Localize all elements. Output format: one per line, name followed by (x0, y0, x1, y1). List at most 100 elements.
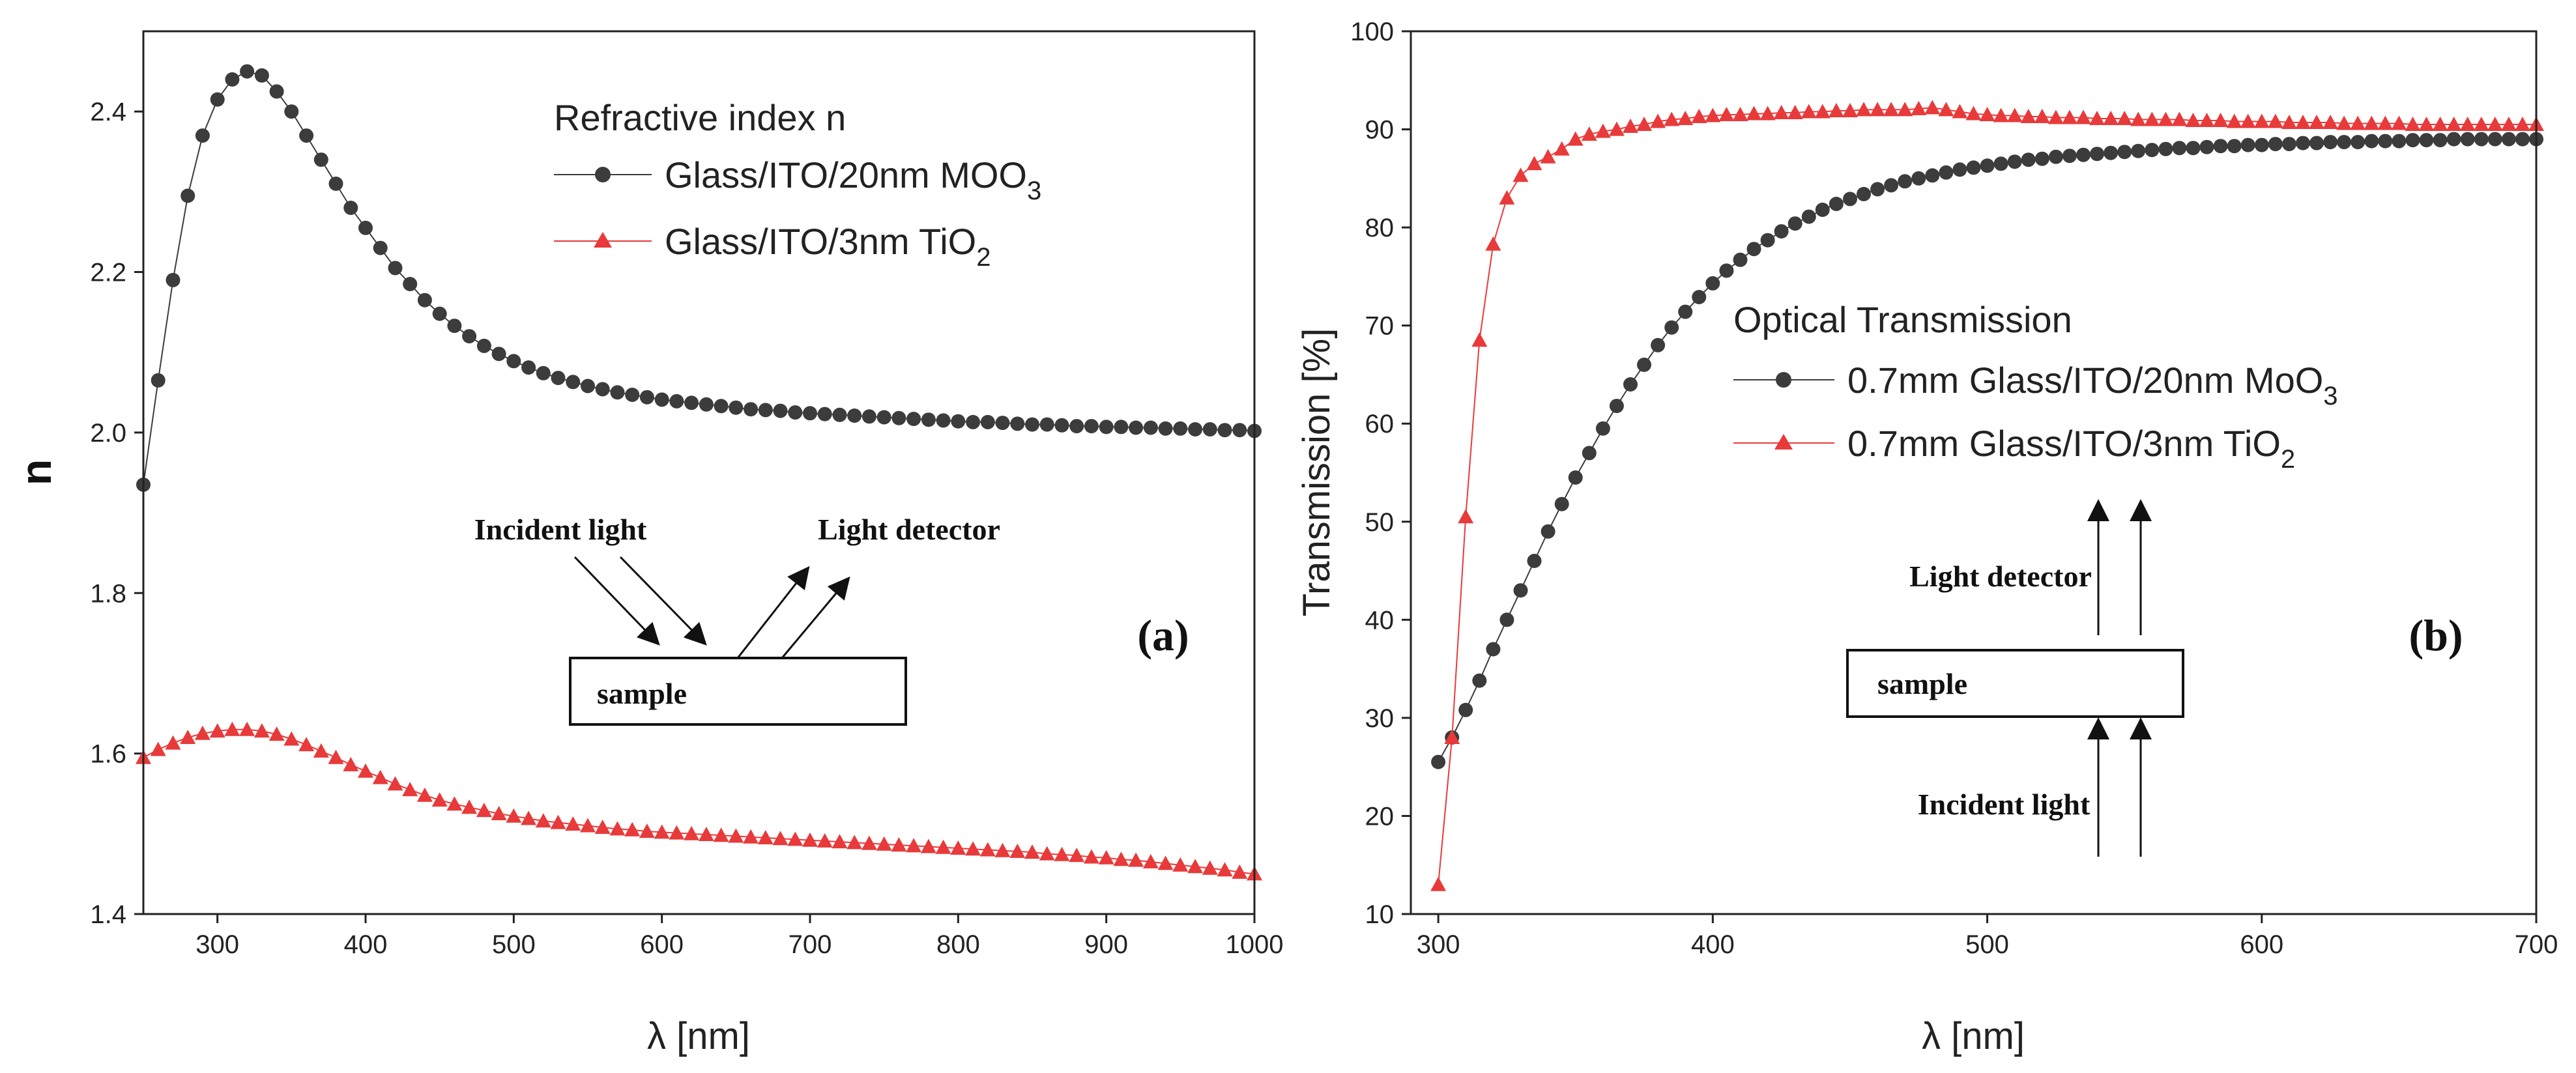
data-point-b-1 (2253, 113, 2270, 128)
y-tick-label-b: 70 (1365, 312, 1395, 341)
data-point-b-1 (2336, 115, 2352, 130)
data-point-a-0 (714, 399, 729, 414)
data-point-a-0 (1158, 421, 1173, 436)
legend-entry-b-1: 0.7mm Glass/ITO/3nm TiO2 (1733, 423, 2295, 474)
data-point-b-0 (2268, 137, 2283, 152)
data-point-b-0 (2007, 154, 2022, 169)
data-point-a-1 (402, 782, 418, 797)
data-point-b-0 (2515, 132, 2530, 147)
data-point-b-0 (1939, 165, 1954, 180)
legend-entry-a-1: Glass/ITO/3nm TiO2 (554, 221, 991, 272)
data-point-a-0 (521, 360, 536, 375)
data-point-b-1 (1540, 149, 1556, 164)
panel-label-b: (b) (2409, 610, 2463, 660)
legend-label-b-1: 0.7mm Glass/ITO/3nm TiO2 (1847, 423, 2295, 474)
data-point-b-0 (2021, 152, 2036, 167)
data-point-b-1 (2089, 111, 2105, 125)
data-point-b-0 (1431, 754, 1446, 769)
data-point-b-1 (1924, 100, 1941, 115)
data-point-b-0 (1857, 186, 1871, 201)
data-point-b-1 (1759, 106, 1776, 121)
plot-frame-a (142, 30, 1256, 915)
panel-label-a: (a) (1137, 610, 1189, 660)
x-axis-label-a: λ [nm] (647, 1015, 750, 1057)
data-point-b-1 (1581, 126, 1597, 141)
data-point-a-1 (1232, 864, 1248, 879)
data-point-a-0 (817, 407, 832, 422)
data-point-a-1 (757, 830, 774, 844)
data-point-a-1 (446, 796, 463, 811)
data-point-b-1 (1691, 109, 1707, 123)
data-point-a-0 (181, 188, 195, 203)
data-point-b-1 (1965, 106, 1982, 121)
data-point-a-0 (462, 329, 477, 344)
series-line-a-0 (143, 70, 1255, 485)
data-point-b-0 (2076, 147, 2091, 162)
data-point-a-0 (684, 395, 699, 410)
data-point-b-0 (1843, 192, 1857, 207)
data-point-a-0 (536, 365, 551, 380)
data-point-b-1 (2117, 111, 2133, 125)
data-point-b-0 (2405, 133, 2420, 148)
data-point-a-1 (1039, 846, 1055, 861)
data-point-b-0 (2337, 135, 2352, 150)
data-point-b-0 (2186, 141, 2201, 156)
data-point-b-0 (1966, 160, 1981, 175)
x-tick-label-b: 300 (1417, 930, 1460, 959)
data-point-a-1 (802, 832, 818, 847)
data-point-b-1 (1664, 111, 1680, 126)
reflected-arrow (736, 565, 810, 659)
y-tick-label-b: 30 (1365, 704, 1395, 733)
data-point-a-1 (224, 721, 240, 736)
data-point-b-0 (1595, 421, 1610, 436)
data-point-b-1 (1883, 102, 1900, 117)
data-point-a-0 (225, 72, 240, 87)
data-point-a-1 (713, 827, 729, 842)
data-point-a-1 (313, 743, 329, 758)
data-point-b-1 (2103, 111, 2119, 125)
inset-detector-label-a: Light detector (818, 513, 1000, 546)
data-point-b-1 (1870, 102, 1886, 117)
y-tick-label-b: 80 (1365, 214, 1395, 242)
data-point-a-1 (298, 737, 315, 752)
data-point-a-1 (1098, 850, 1114, 865)
data-point-a-1 (1113, 851, 1129, 866)
data-point-b-1 (1430, 876, 1447, 891)
data-point-b-1 (2061, 109, 2077, 124)
data-point-b-0 (1815, 203, 1830, 217)
inset-sample-label-b: sample (1877, 667, 1967, 700)
data-point-a-1 (239, 721, 255, 736)
data-point-b-0 (1911, 171, 1926, 186)
data-point-a-1 (698, 827, 714, 841)
inset-detector-label-b: Light detector (1909, 560, 2092, 593)
data-point-a-0 (328, 177, 343, 191)
data-point-a-1 (268, 726, 285, 741)
data-point-a-1 (209, 723, 225, 738)
legend-marker-circle (595, 167, 611, 182)
data-point-b-1 (2034, 109, 2050, 123)
data-point-b-1 (2144, 111, 2160, 126)
data-point-b-0 (1623, 377, 1638, 392)
data-point-b-0 (1884, 178, 1899, 193)
data-point-a-0 (773, 403, 788, 418)
data-point-a-1 (476, 803, 492, 818)
data-point-b-1 (1993, 107, 2009, 122)
data-point-b-0 (2378, 134, 2393, 149)
x-axis-label-b: λ [nm] (1922, 1015, 2025, 1057)
plot-frame-b (1410, 30, 2538, 915)
plot-area-b: 300 400 500 600 700 10 20 30 40 50 60 70 80 90 100 (1350, 18, 2558, 959)
data-point-a-1 (1157, 855, 1174, 870)
data-point-a-1 (1217, 862, 1233, 877)
data-point-b-0 (2090, 147, 2104, 162)
data-point-b-0 (2104, 145, 2119, 160)
data-point-a-0 (151, 373, 166, 388)
inset-sample-box-b (1846, 649, 2184, 718)
data-point-a-1 (654, 824, 670, 839)
data-point-b-0 (1678, 304, 1693, 319)
data-point-b-0 (2048, 149, 2063, 164)
x-tick-label-a: 400 (344, 930, 388, 959)
series-line-b-1 (1438, 107, 2536, 885)
data-point-b-0 (1952, 162, 1967, 177)
data-point-a-1 (550, 814, 566, 829)
data-point-b-1 (1787, 105, 1803, 119)
